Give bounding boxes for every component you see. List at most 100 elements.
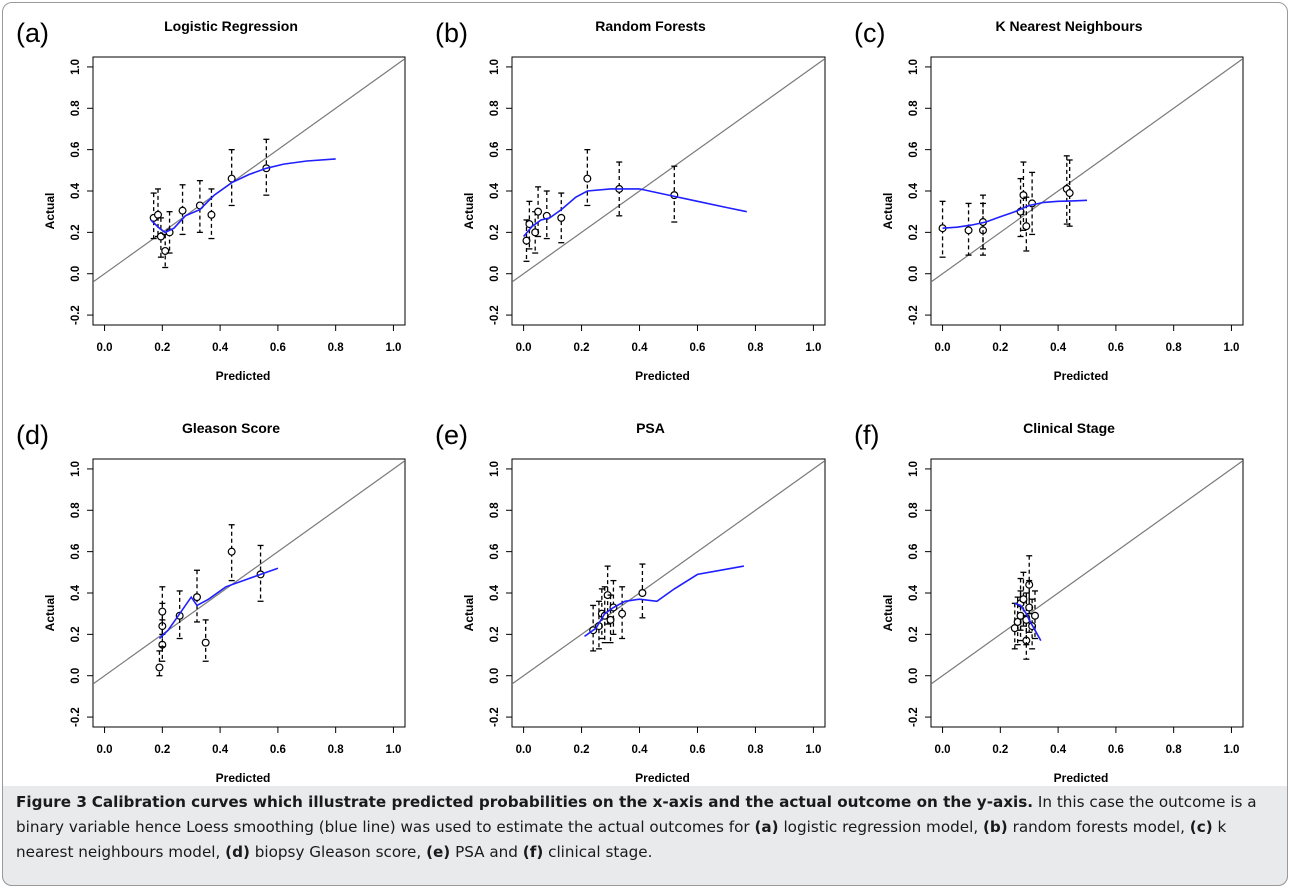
data-point bbox=[557, 213, 566, 222]
x-tick-label: 0.6 bbox=[689, 744, 705, 756]
loess-curve bbox=[158, 567, 279, 640]
y-tick-label: 0.6 bbox=[70, 544, 82, 560]
y-tick-label: 0.0 bbox=[70, 266, 82, 282]
x-tick-label: 0.8 bbox=[1166, 342, 1183, 354]
y-tick-label: 0.0 bbox=[489, 266, 501, 282]
loess-curve bbox=[1014, 602, 1042, 641]
plot-box bbox=[92, 56, 406, 326]
reference-line bbox=[93, 58, 405, 283]
data-point bbox=[964, 226, 973, 235]
y-axis-label: Actual bbox=[43, 193, 57, 230]
caption-text-a: logistic regression model, bbox=[783, 818, 979, 836]
y-tick-label: 0.6 bbox=[908, 544, 920, 560]
x-tick-label: 0.0 bbox=[516, 744, 532, 756]
loess-curve bbox=[150, 158, 336, 234]
panel-letter: (d) bbox=[16, 420, 49, 450]
panel-letter: (f) bbox=[854, 420, 879, 450]
y-tick-label: -0.2 bbox=[489, 305, 501, 325]
x-tick-label: 1.0 bbox=[385, 342, 401, 354]
reference-line bbox=[93, 460, 405, 685]
x-tick-label: 0.6 bbox=[1108, 744, 1124, 756]
y-tick-label: 0.2 bbox=[70, 626, 82, 642]
y-tick-label: -0.2 bbox=[908, 707, 920, 727]
x-tick-label: 1.0 bbox=[1223, 342, 1239, 354]
data-point bbox=[525, 220, 534, 229]
panel-letter: (c) bbox=[854, 18, 885, 48]
panel-title: K Nearest Neighbours bbox=[995, 18, 1142, 34]
y-tick-label: 0.4 bbox=[489, 584, 501, 601]
data-point bbox=[155, 663, 164, 672]
x-axis-label: Predicted bbox=[1054, 771, 1109, 785]
y-tick-label: 0.2 bbox=[908, 626, 920, 642]
caption-ref-f: (f) bbox=[522, 843, 544, 861]
panel-3: (c) K Nearest Neighbours 0.0 0.2 0.4 0.6 0.8 1.… bbox=[854, 18, 1244, 383]
y-tick-label: 0.2 bbox=[489, 626, 501, 642]
data-point bbox=[618, 609, 627, 618]
caption-text-e: PSA and bbox=[455, 843, 518, 861]
x-tick-label: 0.4 bbox=[212, 342, 229, 354]
x-tick-label: 0.2 bbox=[154, 342, 170, 354]
plot-box bbox=[930, 56, 1244, 326]
panel-1: (a) Logistic Regression 0.0 0.2 0.4 0.6 0.8 1.0… bbox=[16, 18, 406, 383]
x-axis-label: Predicted bbox=[216, 369, 271, 383]
x-tick-label: 1.0 bbox=[805, 744, 821, 756]
y-tick-label: 1.0 bbox=[908, 59, 920, 75]
x-tick-label: 0.0 bbox=[516, 342, 532, 354]
loess-curve bbox=[522, 188, 747, 238]
data-point bbox=[1065, 189, 1074, 198]
x-axis-label: Predicted bbox=[216, 771, 271, 785]
x-tick-label: 0.8 bbox=[1166, 744, 1183, 756]
x-tick-label: 0.8 bbox=[328, 342, 345, 354]
y-tick-label: 1.0 bbox=[70, 461, 82, 477]
data-point bbox=[193, 593, 202, 602]
caption-text: In this case the outcome is a binary var… bbox=[16, 793, 1257, 836]
data-point bbox=[522, 236, 531, 245]
reference-line bbox=[931, 58, 1243, 283]
panel-letter: (a) bbox=[16, 18, 49, 48]
caption-background bbox=[2, 786, 1288, 886]
panel-4: (d) Gleason Score 0.0 0.2 0.4 0.6 0.8 1.0 -0.2 0.… bbox=[16, 420, 406, 785]
data-point bbox=[178, 206, 187, 215]
reference-line bbox=[512, 460, 825, 685]
x-tick-label: 0.4 bbox=[1050, 342, 1067, 354]
x-tick-label: 0.0 bbox=[935, 342, 951, 354]
y-tick-label: 0.0 bbox=[70, 668, 82, 684]
data-point bbox=[606, 615, 615, 624]
y-tick-label: 0.4 bbox=[908, 182, 920, 199]
x-tick-label: 0.2 bbox=[992, 744, 1008, 756]
panel-5: (e) PSA 0.0 0.2 0.4 0.6 0.8 1.0 -0.2 0.0 0.2 0.4 0.6… bbox=[435, 420, 826, 785]
x-tick-label: 0.6 bbox=[270, 342, 286, 354]
y-tick-label: 0.4 bbox=[908, 584, 920, 601]
data-point bbox=[1030, 611, 1039, 620]
y-tick-label: 0.8 bbox=[908, 100, 920, 117]
caption-text-d: biopsy Gleason score, bbox=[254, 843, 422, 861]
y-tick-label: -0.2 bbox=[70, 707, 82, 727]
caption-text-b: random forests model, bbox=[1012, 818, 1185, 836]
plot-box bbox=[930, 458, 1244, 728]
y-tick-label: 0.6 bbox=[489, 544, 501, 560]
data-point bbox=[154, 210, 163, 219]
caption-ref-d: (d) bbox=[225, 843, 250, 861]
x-tick-label: 0.8 bbox=[747, 744, 764, 756]
caption-label: Figure 3 bbox=[16, 793, 87, 811]
data-point bbox=[1022, 222, 1031, 231]
caption-ref-c: (c) bbox=[1189, 818, 1213, 836]
caption-title: Calibration curves which illustrate pred… bbox=[91, 793, 1034, 811]
x-tick-label: 1.0 bbox=[805, 342, 821, 354]
panel-2: (b) Random Forests 0.0 0.2 0.4 0.6 0.8 1.0 -0.2 0… bbox=[435, 18, 826, 383]
y-tick-label: 0.2 bbox=[70, 224, 82, 240]
data-point bbox=[1019, 595, 1028, 604]
x-tick-label: 0.4 bbox=[1050, 744, 1067, 756]
caption-ref-e: (e) bbox=[426, 843, 451, 861]
y-tick-label: -0.2 bbox=[908, 305, 920, 325]
y-tick-label: 0.6 bbox=[70, 142, 82, 158]
x-axis-label: Predicted bbox=[1054, 369, 1109, 383]
x-tick-label: 0.8 bbox=[328, 744, 345, 756]
plot-box bbox=[511, 56, 826, 326]
data-point bbox=[201, 638, 210, 647]
x-tick-label: 0.0 bbox=[97, 342, 113, 354]
x-tick-label: 0.6 bbox=[1108, 342, 1124, 354]
y-tick-label: 1.0 bbox=[489, 59, 501, 75]
y-tick-label: 0.0 bbox=[489, 668, 501, 684]
